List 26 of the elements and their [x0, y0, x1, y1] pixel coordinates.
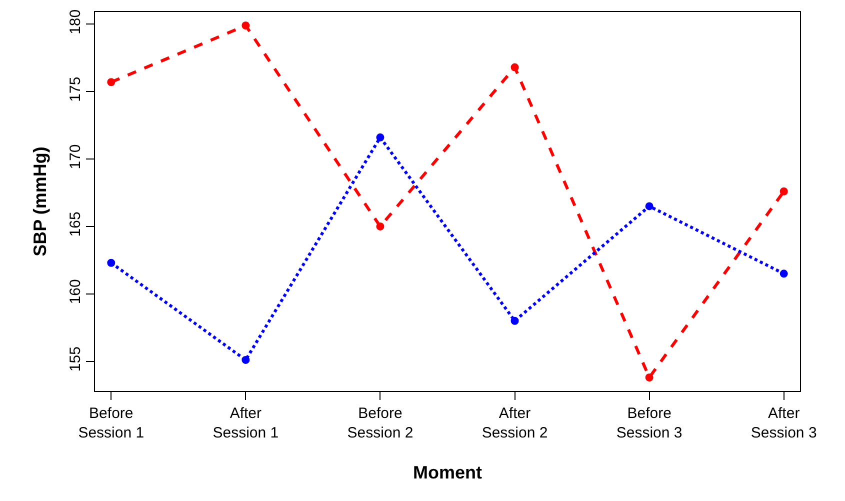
x-tick-label: After Session 3 [750, 405, 817, 442]
point [107, 78, 116, 86]
x-axis-title: Moment [413, 462, 482, 483]
y-tick-label: 165 [67, 212, 84, 237]
point [510, 63, 519, 72]
y-tick-label: 170 [67, 144, 84, 170]
x-tick-label: Before Session 1 [78, 405, 144, 442]
point [780, 270, 788, 278]
point [645, 374, 654, 382]
x-tick-label: After Session 2 [482, 405, 548, 442]
point [107, 258, 116, 267]
point [242, 21, 250, 30]
point [376, 222, 384, 230]
x-tick-label: After Session 1 [212, 405, 279, 442]
point [510, 316, 519, 325]
point [780, 187, 788, 196]
y-axis-title: SBP (mmHg) [30, 146, 50, 256]
y-tick-label: 160 [67, 279, 84, 304]
y-tick-label: 175 [67, 76, 84, 102]
y-tick-label: 155 [67, 346, 84, 372]
point [242, 356, 250, 364]
point [645, 202, 654, 210]
point [376, 133, 384, 142]
x-tick-label: Before Session 2 [347, 405, 414, 442]
x-tick-label: Before Session 3 [616, 405, 682, 442]
y-tick-label: 180 [67, 9, 84, 34]
